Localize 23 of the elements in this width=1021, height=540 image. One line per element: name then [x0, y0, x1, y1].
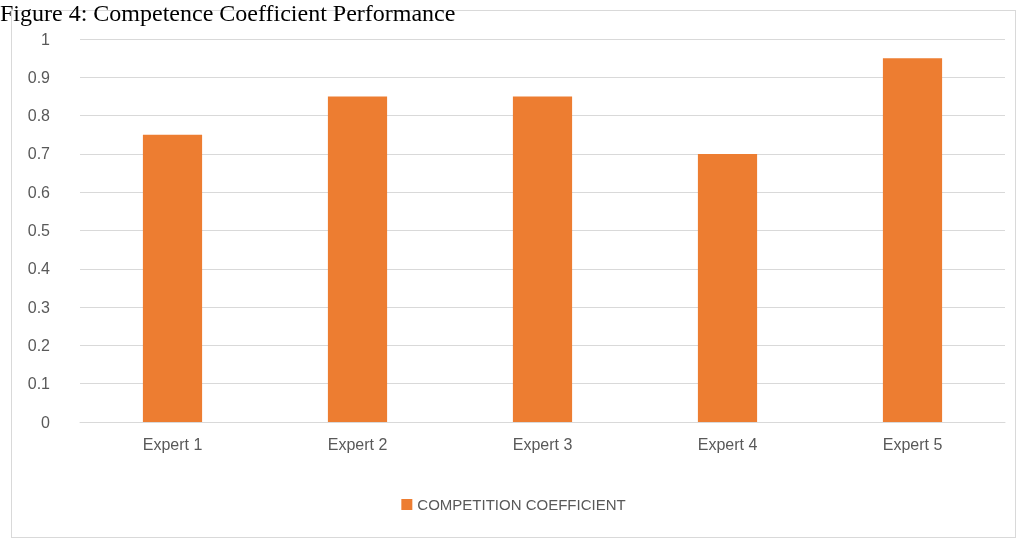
bar [882, 58, 943, 422]
x-tick-label: Expert 3 [512, 435, 573, 453]
y-tick-label: 0.7 [27, 145, 51, 163]
legend-label: COMPETITION COEFFICIENT [417, 496, 626, 513]
y-tick-label: 0.9 [27, 68, 51, 86]
bar [327, 96, 388, 422]
y-tick-label: 0.8 [27, 107, 51, 125]
y-tick-label: 0.3 [27, 298, 51, 316]
x-tick-label: Expert 2 [327, 435, 388, 453]
x-tick-label: Expert 5 [882, 435, 943, 453]
y-tick-label: 1 [41, 30, 51, 48]
y-tick-label: 0.5 [27, 222, 51, 239]
chart-title: Figure 4: Competence Coefficient Performance [0, 0, 456, 27]
x-tick-label: Expert 4 [697, 435, 758, 453]
y-tick-label: 0.1 [27, 375, 51, 393]
y-tick-label: 0.2 [27, 336, 51, 354]
bar [142, 134, 203, 422]
x-tick-label: Expert 1 [142, 435, 203, 453]
y-tick-label: 0 [41, 413, 51, 431]
bar [512, 96, 573, 422]
bar [697, 153, 758, 422]
y-tick-label: 0.6 [27, 183, 51, 201]
y-tick-label: 0.4 [27, 260, 51, 278]
